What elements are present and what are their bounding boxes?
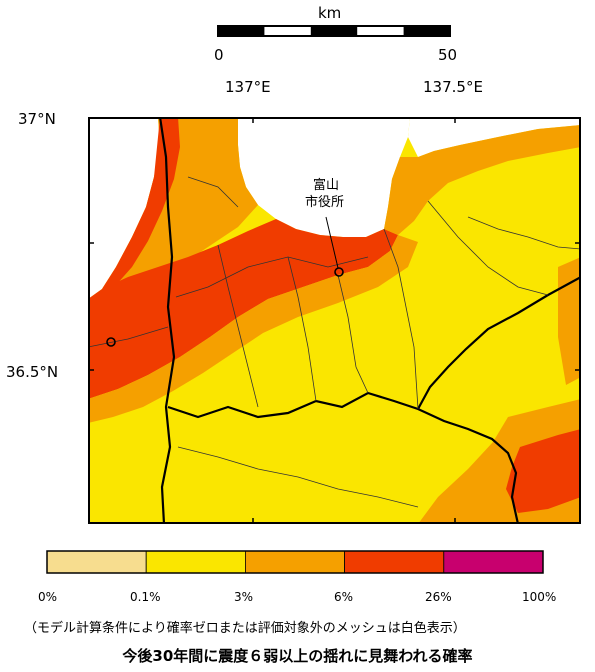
- legend-boundary-0: 0%: [38, 590, 58, 604]
- legend-cell-3: [344, 550, 445, 574]
- city-label-line2: 市役所: [305, 195, 345, 210]
- scale-seg-5: [403, 26, 450, 36]
- sea-area: [88, 117, 160, 299]
- map-caption: 今後30年間に震度６弱以上の揺れに見舞われる確率: [122, 647, 473, 665]
- lat-label-37: 37°N: [18, 110, 56, 128]
- map-frame: [88, 117, 581, 524]
- legend-boundary-1: 0.1%: [130, 590, 161, 604]
- plain-band-6-26: [88, 219, 398, 399]
- toyama-bay: [238, 117, 410, 237]
- scale-seg-1: [218, 26, 265, 36]
- legend-cell-4: [443, 550, 544, 574]
- scale-bar: [217, 25, 451, 37]
- noto-band-6-26: [102, 117, 180, 289]
- scale-seg-3: [310, 26, 358, 36]
- east-strip: [558, 257, 581, 385]
- city-label-line1: 富山: [313, 178, 340, 193]
- legend-cell-0: [46, 550, 147, 574]
- pref-boundary-west: [158, 117, 176, 524]
- legend-boundary-5: 100%: [522, 590, 557, 604]
- se-mountains-6-26: [506, 429, 581, 513]
- lat-label-36-5: 36.5°N: [6, 363, 59, 381]
- city-label-leader: [325, 216, 339, 269]
- scale-max-label: 50: [438, 46, 458, 64]
- lon-label-137-5: 137.5°E: [423, 78, 483, 96]
- municipal-boundaries: [88, 176, 581, 508]
- pref-boundary-south: [167, 391, 520, 524]
- legend-boundary-4: 26%: [425, 590, 452, 604]
- kanazawa-marker: [106, 337, 116, 347]
- legend-cell-1: [145, 550, 246, 574]
- scale-min-label: 0: [214, 46, 224, 64]
- legend-cell-2: [244, 550, 345, 574]
- hazard-map: [88, 117, 581, 524]
- lon-label-137: 137°E: [225, 78, 271, 96]
- legend-boundary-2: 3%: [234, 590, 254, 604]
- pref-boundary-east: [417, 276, 581, 410]
- toyama-city-hall-marker: [334, 267, 344, 277]
- scale-unit-label: km: [318, 4, 342, 22]
- map-ticks: [88, 117, 581, 524]
- legend-bar: [46, 550, 544, 574]
- legend-boundary-3: 6%: [334, 590, 354, 604]
- sea-north-edge: [408, 117, 581, 157]
- legend-note: （モデル計算条件により確率ゼロまたは評価対象外のメッシュは白色表示）: [24, 621, 466, 636]
- east-coast-band: [384, 125, 581, 235]
